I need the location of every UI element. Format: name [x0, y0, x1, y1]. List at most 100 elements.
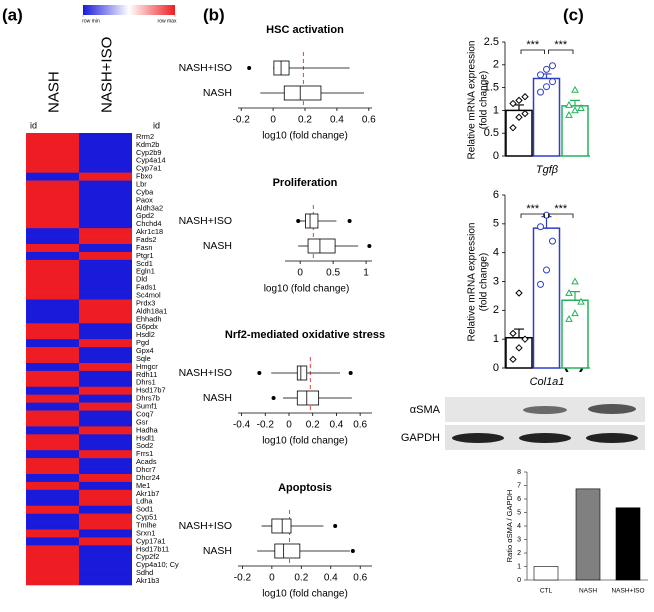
y-axis-label: Ratio αSMA / GAPDH — [505, 490, 514, 563]
data-point — [571, 277, 579, 285]
row-label: Akr1c18 — [136, 227, 163, 236]
x-tick-label: -0.4 — [233, 420, 251, 431]
data-point — [509, 355, 517, 364]
x-tick-label: 0.6 — [353, 420, 367, 431]
row-label: Akr1b7 — [136, 489, 159, 498]
data-point — [521, 335, 529, 343]
bar — [505, 336, 533, 369]
category-label: NASH+ISO — [179, 62, 232, 74]
row-label: Sc4mol — [136, 291, 161, 300]
row-label: Ehhadh — [136, 314, 161, 323]
y-tick-label: 8 — [517, 469, 521, 476]
outlier — [247, 66, 252, 70]
heatmap-cell — [26, 228, 79, 237]
heatmap-cell — [26, 212, 79, 221]
colorbar-label: row max — [158, 18, 177, 24]
data-point — [537, 223, 544, 231]
heatmap-cell — [26, 410, 79, 419]
row-label: Dhcr24 — [136, 473, 160, 482]
y-tick-label: 6 — [517, 496, 521, 503]
y-tick-label: 2 — [493, 304, 499, 316]
significance-label: *** — [526, 203, 540, 215]
data-point — [543, 65, 550, 73]
heatmap-cell — [79, 553, 132, 562]
y-tick-label: 1 — [493, 104, 499, 116]
heatmap-cell — [26, 505, 79, 514]
heatmap-cell — [79, 362, 132, 372]
significance-bracket — [548, 49, 574, 54]
heatmap-cell — [26, 140, 79, 150]
row-label: Srxn1 — [136, 528, 155, 537]
x-tick-label: NASH+ISO — [611, 588, 644, 595]
heatmap-cell — [26, 450, 79, 459]
heatmap-cell — [79, 513, 132, 522]
error-bar — [514, 104, 524, 111]
row-label: Sdhd — [136, 568, 153, 577]
row-label: Aldh3a2 — [136, 203, 163, 212]
heatmap-cell — [79, 339, 132, 348]
heatmap-cell — [26, 489, 79, 499]
heatmap-cell — [26, 156, 79, 166]
heatmap-cell — [79, 561, 132, 570]
row-label: Rrm2 — [136, 132, 154, 141]
y-tick-label: 0.5 — [484, 127, 499, 139]
row-label: Fads1 — [136, 283, 157, 292]
heatmap-cell — [79, 251, 132, 261]
x-tick-label: -0.2 — [257, 420, 275, 431]
data-point — [565, 100, 573, 108]
category-label: NASH+ISO — [179, 215, 232, 227]
y-axis-label: Relative mRNA expression — [467, 41, 478, 160]
heatmap-cell — [79, 212, 132, 221]
category-label: NASH — [203, 240, 232, 252]
row-label: Hsdl2 — [136, 330, 155, 339]
heatmap-cell — [79, 228, 132, 237]
heatmap-cell — [26, 196, 79, 205]
y-tick-label: 1 — [517, 563, 521, 570]
heatmap-cell — [79, 370, 132, 380]
heatmap-cell — [79, 355, 132, 364]
y-tick-label: 3 — [517, 536, 521, 543]
x-tick-label: 0 — [297, 268, 303, 279]
y-tick-label: 1.5 — [484, 82, 499, 94]
row-label: Cyp2f2 — [136, 552, 159, 561]
heatmap-cell — [26, 259, 79, 269]
y-tick-label: 2.5 — [484, 36, 499, 48]
heatmap-cell — [26, 299, 79, 308]
heatmap-cell — [26, 283, 79, 292]
error-bar — [570, 99, 580, 106]
heatmap-cell — [26, 394, 79, 403]
data-point — [521, 109, 529, 118]
bar — [615, 507, 641, 581]
outlier — [348, 371, 353, 375]
data-point — [521, 93, 529, 101]
bar — [561, 299, 589, 369]
heatmap-cell — [79, 275, 132, 284]
heatmap-cell — [79, 497, 132, 507]
blot-band — [586, 433, 638, 443]
significance-label: *** — [526, 39, 540, 51]
bar — [533, 566, 559, 581]
x-tick-label: -0.2 — [233, 115, 251, 126]
panel-label: (b) — [203, 5, 225, 24]
heatmap-cell — [26, 402, 79, 411]
x-tick-label: 0.5 — [326, 268, 340, 279]
y-tick-label: 3 — [493, 275, 499, 287]
row-label: Fasn — [136, 243, 152, 252]
heatmap-cell — [79, 331, 132, 340]
row-label: Cyp4a14 — [136, 156, 166, 165]
outlier — [347, 219, 352, 223]
heatmap-cell — [26, 426, 79, 435]
heatmap-cell — [79, 156, 132, 166]
heatmap-cell — [79, 426, 132, 435]
row-label: Ptgr1 — [136, 251, 154, 260]
x-tick-label: CTL — [540, 588, 553, 595]
data-point — [515, 113, 523, 121]
data-point — [543, 211, 550, 219]
heatmap-cell — [79, 188, 132, 197]
significance-bracket — [548, 213, 574, 218]
row-label: Ldha — [136, 497, 153, 506]
row-label: Hsd17b11 — [136, 544, 169, 553]
heatmap-cell — [79, 196, 132, 205]
x-axis-label: Tgfβ — [536, 164, 559, 176]
data-point — [577, 104, 585, 112]
